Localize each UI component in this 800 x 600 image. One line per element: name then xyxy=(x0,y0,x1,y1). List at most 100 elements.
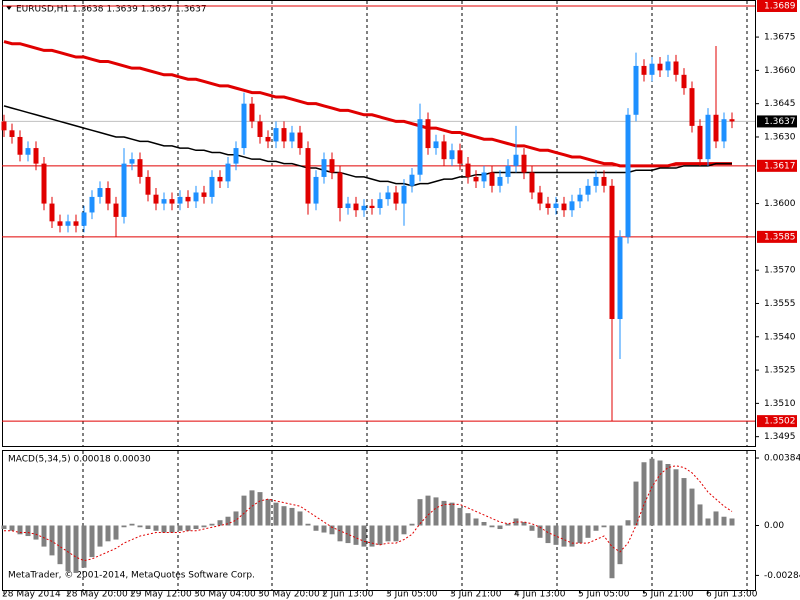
candle-body xyxy=(441,141,447,160)
candle-body xyxy=(393,192,399,204)
candle-body xyxy=(233,148,239,164)
candle-body xyxy=(9,130,15,137)
candle-body xyxy=(657,63,663,71)
macd-bar xyxy=(265,499,271,526)
ohlc: 1.3638 1.3639 1.3637 1.3637 xyxy=(72,5,207,15)
y-tick-label: 1.3645 xyxy=(764,99,796,109)
macd-bar xyxy=(129,523,135,526)
candle-body xyxy=(617,236,623,320)
candle-body xyxy=(489,172,495,186)
macd-bar xyxy=(665,464,671,526)
macd-bar xyxy=(289,507,295,526)
x-tick-label: 4 Jun 13:00 xyxy=(514,590,566,600)
macd-title: MACD(5,34,5) 0.00018 0.00030 xyxy=(8,455,151,465)
macd-bar xyxy=(473,518,479,526)
macd-bar xyxy=(537,525,543,538)
macd-bar xyxy=(257,492,263,526)
candle-body xyxy=(217,176,223,182)
candle-body xyxy=(561,203,567,211)
macd-bar xyxy=(305,523,311,526)
y-tick-label: 1.3630 xyxy=(764,132,796,142)
macd-bar xyxy=(233,511,239,526)
candle-body xyxy=(729,119,735,122)
candle-body xyxy=(249,103,255,122)
macd-bar xyxy=(209,523,215,526)
candle-body xyxy=(241,103,247,149)
candle-body xyxy=(337,172,343,209)
level-label: 1.3585 xyxy=(764,232,796,242)
x-tick-label: 2 Jun 13:00 xyxy=(322,590,374,600)
x-tick-label: 28 May 2014 xyxy=(2,590,61,600)
y-tick-label: 1.3600 xyxy=(764,199,796,209)
candle-body xyxy=(225,163,231,182)
candle-body xyxy=(465,163,471,177)
candle-body xyxy=(673,61,679,75)
macd-bar xyxy=(513,518,519,526)
y-tick-label: 1.3510 xyxy=(764,399,796,409)
candle-body xyxy=(361,205,367,211)
candle-body xyxy=(25,148,31,155)
x-tick-label: 3 Jun 21:00 xyxy=(450,590,502,600)
x-tick-label: 30 May 04:00 xyxy=(194,590,256,600)
macd-bar xyxy=(169,525,175,533)
macd-bar xyxy=(577,525,583,544)
current-price-box xyxy=(757,115,797,128)
macd-bar xyxy=(497,525,503,530)
candle-body xyxy=(177,196,183,204)
macd-bar xyxy=(57,525,63,565)
candle-body xyxy=(713,114,719,142)
macd-bar xyxy=(657,460,663,526)
macd-bar xyxy=(713,511,719,526)
candle-body xyxy=(281,128,287,142)
candle-body xyxy=(625,114,631,237)
candle-body xyxy=(409,174,415,186)
candle-body xyxy=(681,74,687,89)
macd-bar xyxy=(401,525,407,535)
y-tick-label: 0.00 xyxy=(764,521,784,531)
macd-bar xyxy=(521,521,527,526)
candle-body xyxy=(417,119,423,175)
candle-body xyxy=(641,65,647,75)
y-tick-label: 1.3675 xyxy=(764,33,796,43)
macd-bar xyxy=(729,518,735,526)
macd-bar xyxy=(33,525,39,540)
candle-body xyxy=(297,132,303,149)
footer: MetaTrader, © 2001-2014, MetaQuotes Soft… xyxy=(8,571,255,581)
moving-average xyxy=(3,40,732,168)
candle-body xyxy=(425,119,431,149)
candle-body xyxy=(537,192,543,204)
x-tick-label: 6 Jun 13:00 xyxy=(706,590,758,600)
x-tick-label: 5 Jun 05:00 xyxy=(578,590,630,600)
candle-body xyxy=(369,205,375,209)
candle-body xyxy=(33,148,39,164)
candle-body xyxy=(385,192,391,200)
macd-bar xyxy=(481,521,487,526)
macd-bar xyxy=(369,525,375,547)
candle-body xyxy=(593,176,599,186)
macd-bar xyxy=(17,525,23,535)
x-tick-label: 28 May 20:00 xyxy=(66,590,128,600)
candle-body xyxy=(689,88,695,126)
macd-panel xyxy=(2,450,756,591)
macd-bar xyxy=(329,525,335,535)
macd-bar xyxy=(281,506,287,526)
y-tick-label: 1.3540 xyxy=(764,332,796,342)
candle-body xyxy=(609,185,615,320)
candle-body xyxy=(265,136,271,142)
macd-bar xyxy=(65,525,71,572)
candle-body xyxy=(121,163,127,217)
macd-bar xyxy=(97,525,103,547)
candle-body xyxy=(345,203,351,209)
macd-bar xyxy=(41,525,47,547)
candle-body xyxy=(505,165,511,177)
candle-body xyxy=(1,121,7,131)
macd-bar xyxy=(89,525,95,558)
x-tick-label: 30 May 20:00 xyxy=(258,590,320,600)
level-label: 1.3617 xyxy=(764,161,796,171)
symbol: EURUSD,H1 xyxy=(16,5,69,15)
macd-bar xyxy=(641,462,647,526)
macd-bar xyxy=(121,525,127,528)
candle-body xyxy=(705,114,711,160)
macd-bar xyxy=(105,525,111,542)
candle-body xyxy=(577,194,583,202)
